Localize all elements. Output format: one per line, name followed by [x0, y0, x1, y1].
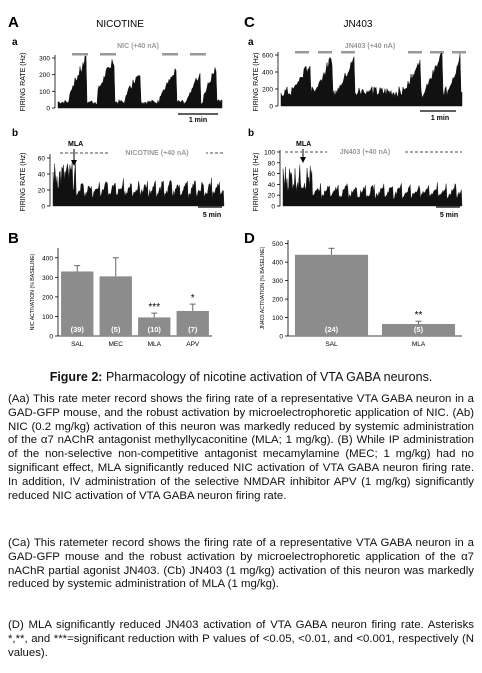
y-tick-400: 400	[42, 255, 53, 262]
caption-paragraph-2: (Ca) This ratemeter record shows the fir…	[8, 537, 474, 591]
aa-stim-label: NIC (+40 nA)	[117, 43, 159, 50]
ca-tick-400: 400	[262, 70, 273, 77]
aa-tick-0: 0	[46, 106, 50, 113]
y-axis-label: NIC ACTIVATION (% BASELINE)	[30, 253, 36, 330]
cb-tick-0: 0	[271, 204, 275, 211]
category-sal: SAL	[325, 341, 338, 348]
bar-chart-b: 400 300 200 100 0 NIC ACTIVATION (% BASELINE)…	[30, 248, 212, 348]
aa-stimulus-bars	[72, 53, 206, 56]
bar-sal	[61, 271, 94, 336]
ab-ylabel: FIRING RATE (Hz)	[20, 153, 27, 212]
cb-tick-40: 40	[268, 182, 276, 189]
y-tick-400: 400	[272, 260, 283, 267]
significance-mla: ***	[148, 302, 160, 313]
bar-mec	[99, 276, 132, 336]
aa-ylabel: FIRING RATE (Hz)	[20, 53, 27, 112]
y-tick-500: 500	[272, 241, 283, 248]
panel-aa-letter: a	[12, 37, 18, 48]
aa-tick-300: 300	[39, 56, 50, 63]
y-tick-300: 300	[272, 278, 283, 285]
panel-a-title: NICOTINE	[96, 19, 144, 30]
ab-tick-20: 20	[38, 188, 46, 195]
ab-tick-0: 0	[41, 204, 45, 211]
aa-tick-200: 200	[39, 72, 50, 79]
y-tick-200: 200	[42, 294, 53, 301]
cb-tick-60: 60	[268, 171, 276, 178]
bar-mla	[381, 324, 456, 336]
figure-2: A NICOTINE a NIC (+40 nA) FIRING RATE (H…	[8, 14, 466, 348]
n-label-mec: (5)	[111, 325, 121, 334]
panel-d-letter: D	[244, 230, 255, 247]
ab-tick-60: 60	[38, 156, 46, 163]
n-label-mla: (10)	[148, 325, 162, 334]
ab-firing-trace	[52, 161, 225, 207]
y-tick-0: 0	[279, 334, 283, 341]
cb-ylabel: FIRING RATE (Hz)	[253, 153, 260, 212]
ca-scale-label: 1 min	[431, 115, 449, 122]
category-mla: MLA	[412, 341, 426, 348]
y-tick-300: 300	[42, 275, 53, 282]
panel-ab-letter: b	[12, 128, 18, 139]
category-sal: SAL	[71, 341, 84, 348]
n-label-sal: (24)	[325, 325, 339, 334]
n-label-mla: (5)	[414, 325, 424, 334]
aa-scale-label: 1 min	[189, 117, 207, 124]
ca-y-ticks: 600 400 200 0	[262, 53, 278, 111]
panel-cb-letter: b	[248, 128, 254, 139]
cb-scale-label: 5 min	[440, 212, 458, 219]
significance-mla: **	[415, 310, 423, 321]
category-apv: APV	[186, 341, 200, 348]
figure-caption-title: Figure 2: Pharmacology of nicotine activ…	[0, 370, 482, 384]
ab-stim-label: NICOTINE (+40 nA)	[125, 150, 188, 157]
bar-sal	[294, 254, 369, 336]
bar-apv	[176, 310, 209, 336]
ab-drug-label: MLA	[68, 141, 83, 148]
ca-tick-600: 600	[262, 53, 273, 60]
panel-c-title: JN403	[344, 19, 373, 30]
cb-y-ticks: 100 80 60 40 20 0	[264, 150, 280, 211]
ca-tick-0: 0	[269, 104, 273, 111]
cb-tick-20: 20	[268, 193, 276, 200]
cb-firing-trace	[282, 164, 463, 207]
n-label-apv: (7)	[188, 325, 198, 334]
cb-stim-label: JN403 (+40 nA)	[340, 149, 390, 156]
caption-paragraph-3: (D) MLA significantly reduced JN403 acti…	[8, 619, 474, 659]
y-tick-200: 200	[272, 297, 283, 304]
panel-ca-letter: a	[248, 37, 254, 48]
aa-tick-100: 100	[39, 89, 50, 96]
y-tick-100: 100	[42, 314, 53, 321]
ca-firing-trace	[280, 52, 463, 107]
category-mla: MLA	[148, 341, 162, 348]
bar-chart-d: 500 400 300 200 100 0 JN403 ACTIVATION (% BASE…	[260, 240, 462, 348]
ab-scale-label: 5 min	[203, 212, 221, 219]
n-label-sal: (39)	[71, 325, 85, 334]
bar-mla	[138, 317, 171, 336]
aa-y-ticks: 300 200 100 0	[39, 56, 55, 113]
ca-stimulus-bars	[295, 51, 466, 54]
caption-figure-title: Pharmacology of nicotine activation of V…	[102, 370, 433, 384]
y-tick-0: 0	[49, 334, 53, 341]
y-tick-100: 100	[272, 315, 283, 322]
significance-apv: *	[191, 293, 195, 304]
panel-a-letter: A	[8, 14, 19, 31]
panel-c-letter: C	[244, 14, 255, 31]
cb-tick-100: 100	[264, 150, 275, 157]
aa-firing-trace	[57, 55, 223, 109]
cb-tick-80: 80	[268, 160, 276, 167]
cb-drug-label: MLA	[296, 141, 311, 148]
y-axis-label: JN403 ACTIVATION (% BASELINE)	[260, 246, 266, 329]
ca-ylabel: FIRING RATE (Hz)	[253, 53, 260, 112]
panel-b-letter: B	[8, 230, 19, 247]
ca-stim-label: JN403 (+40 nA)	[345, 43, 395, 50]
ab-y-ticks: 60 40 20 0	[38, 156, 50, 211]
ab-tick-40: 40	[38, 172, 46, 179]
caption-figure-number: Figure 2:	[49, 370, 103, 384]
category-mec: MEC	[109, 341, 124, 348]
caption-paragraph-1: (Aa) This rate meter record shows the fi…	[8, 393, 474, 502]
ca-tick-200: 200	[262, 87, 273, 94]
